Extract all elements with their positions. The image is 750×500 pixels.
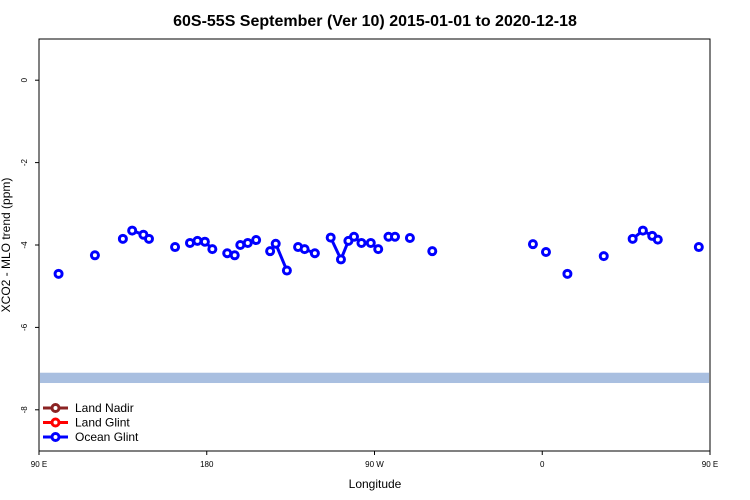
data-point bbox=[89, 250, 100, 261]
data-point bbox=[356, 237, 367, 248]
legend-marker bbox=[50, 417, 61, 428]
y-axis-label: XCO2 - MLO trend (ppm) bbox=[0, 178, 13, 313]
chart-title: 60S-55S September (Ver 10) 2015-01-01 to… bbox=[173, 13, 577, 30]
data-point bbox=[309, 248, 320, 259]
axis-layer: 90 E 180 90 W 0 90 E 0 -2 -4 -6 -8 bbox=[20, 38, 718, 469]
legend-label: Land Nadir bbox=[75, 401, 134, 415]
data-point bbox=[222, 248, 233, 259]
legend-label: Land Glint bbox=[75, 416, 130, 430]
data-point bbox=[637, 225, 648, 236]
x-tick-label: 180 bbox=[200, 460, 214, 469]
data-point bbox=[693, 242, 704, 253]
y-tick-label: -2 bbox=[20, 158, 29, 166]
data-point bbox=[270, 238, 281, 249]
x-tick-label: 90 E bbox=[31, 460, 47, 469]
data-point bbox=[365, 237, 376, 248]
data-point bbox=[53, 268, 64, 279]
data-point bbox=[199, 236, 210, 247]
legend-marker bbox=[50, 432, 61, 442]
data-point bbox=[348, 231, 359, 242]
data-point bbox=[207, 244, 218, 255]
data-point bbox=[562, 268, 573, 279]
data-point bbox=[192, 235, 203, 246]
data-point bbox=[335, 254, 346, 265]
data-point bbox=[184, 237, 195, 248]
legend-marker bbox=[50, 403, 61, 413]
data-point bbox=[390, 231, 401, 242]
y-tick-label: -8 bbox=[20, 406, 29, 414]
data-point bbox=[627, 233, 638, 244]
reference-band-layer bbox=[40, 372, 709, 384]
data-point bbox=[652, 234, 663, 245]
data-point bbox=[235, 240, 246, 250]
data-point bbox=[127, 225, 138, 236]
x-tick-label: 90 E bbox=[702, 460, 718, 469]
series-layer bbox=[53, 225, 704, 279]
data-point bbox=[373, 244, 384, 255]
data-point bbox=[598, 251, 609, 262]
data-point bbox=[251, 235, 262, 246]
y-tick-label: -4 bbox=[20, 241, 29, 249]
data-point bbox=[325, 232, 336, 243]
data-point bbox=[117, 233, 128, 244]
data-point bbox=[427, 246, 438, 257]
data-point bbox=[404, 232, 415, 243]
legend-label: Ocean Glint bbox=[75, 430, 139, 444]
data-point bbox=[540, 247, 551, 258]
y-tick-label: -6 bbox=[20, 323, 29, 331]
data-point bbox=[229, 250, 240, 261]
x-tick-label: 90 W bbox=[365, 460, 384, 469]
x-axis-label: Longitude bbox=[349, 477, 402, 491]
data-point bbox=[299, 244, 310, 255]
reference-band bbox=[40, 372, 709, 384]
data-point bbox=[281, 265, 292, 276]
y-tick-label: 0 bbox=[20, 77, 29, 82]
data-point bbox=[143, 233, 154, 244]
data-point bbox=[265, 246, 276, 257]
data-point bbox=[527, 239, 538, 250]
x-tick-label: 0 bbox=[540, 460, 545, 469]
data-point bbox=[170, 242, 181, 253]
data-point bbox=[242, 237, 253, 248]
